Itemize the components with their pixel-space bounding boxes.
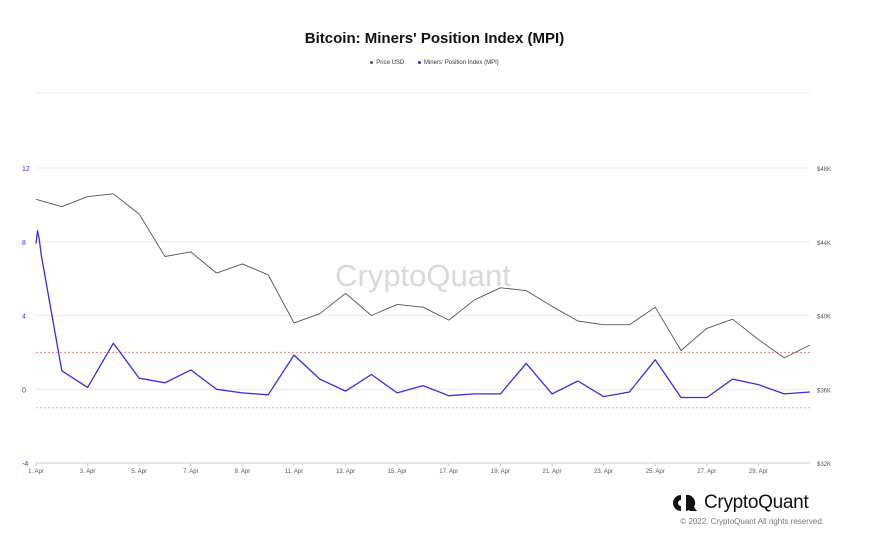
x-axis-tick-label: 25. Apr: [646, 469, 665, 475]
x-axis-tick-label: 23. Apr: [594, 469, 613, 475]
cryptoquant-logo-icon: [673, 494, 697, 511]
x-axis-tick-label: 27. Apr: [697, 469, 716, 475]
left-axis-tick-label: 0: [22, 387, 26, 394]
legend-label-price: Price USD: [376, 60, 405, 66]
left-axis-tick-label: 4: [22, 314, 26, 321]
x-axis-tick-label: 5. Apr: [131, 469, 147, 475]
chart-title: Bitcoin: Miners' Position Index (MPI): [304, 30, 565, 47]
x-axis-tick-label: 1. Apr: [28, 469, 44, 475]
copyright-text: © 2022. CryptoQuant All rights reserved.: [680, 517, 824, 526]
x-axis-tick-label: 9. Apr: [235, 469, 251, 475]
x-axis-tick-label: 7. Apr: [183, 469, 199, 475]
legend-label-mpi: Miners' Position Index (MPI): [423, 60, 499, 66]
left-axis-tick-label: -4: [22, 461, 28, 468]
chart-legend: Price USD Miners' Position Index (MPI): [0, 60, 869, 66]
series-line-price: [35, 193, 811, 359]
watermark-text: CryptoQuant: [335, 258, 511, 293]
x-axis-tick-label: 29. Apr: [749, 469, 768, 475]
x-axis-tick-label: 17. Apr: [439, 469, 458, 475]
x-axis-tick-label: 21. Apr: [542, 469, 561, 475]
legend-item-price[interactable]: Price USD: [370, 60, 404, 66]
x-axis-tick-label: 3. Apr: [80, 469, 96, 475]
right-axis-tick-label: $36K: [817, 388, 831, 394]
right-axis-tick-label: $44K: [817, 241, 831, 247]
left-axis-tick-label: 12: [22, 166, 30, 173]
x-axis-tick-label: 15. Apr: [388, 469, 407, 475]
x-axis-tick-label: 19. Apr: [491, 469, 510, 475]
right-axis-tick-label: $40K: [817, 315, 831, 321]
x-axis-tick-label: 11. Apr: [285, 469, 304, 475]
legend-marker-mpi: [417, 60, 421, 64]
left-axis-tick-label: 8: [22, 240, 26, 247]
legend-item-mpi[interactable]: Miners' Position Index (MPI): [417, 60, 499, 66]
x-axis-tick-label: 13. Apr: [336, 469, 355, 475]
brand-name: CryptoQuant: [704, 492, 809, 513]
series-line-mpi: [35, 230, 811, 399]
legend-marker-price: [370, 60, 374, 64]
right-axis-tick-label: $48K: [817, 167, 831, 173]
right-axis-tick-label: $32K: [817, 462, 831, 468]
brand-logo: CryptoQuant: [672, 490, 809, 516]
